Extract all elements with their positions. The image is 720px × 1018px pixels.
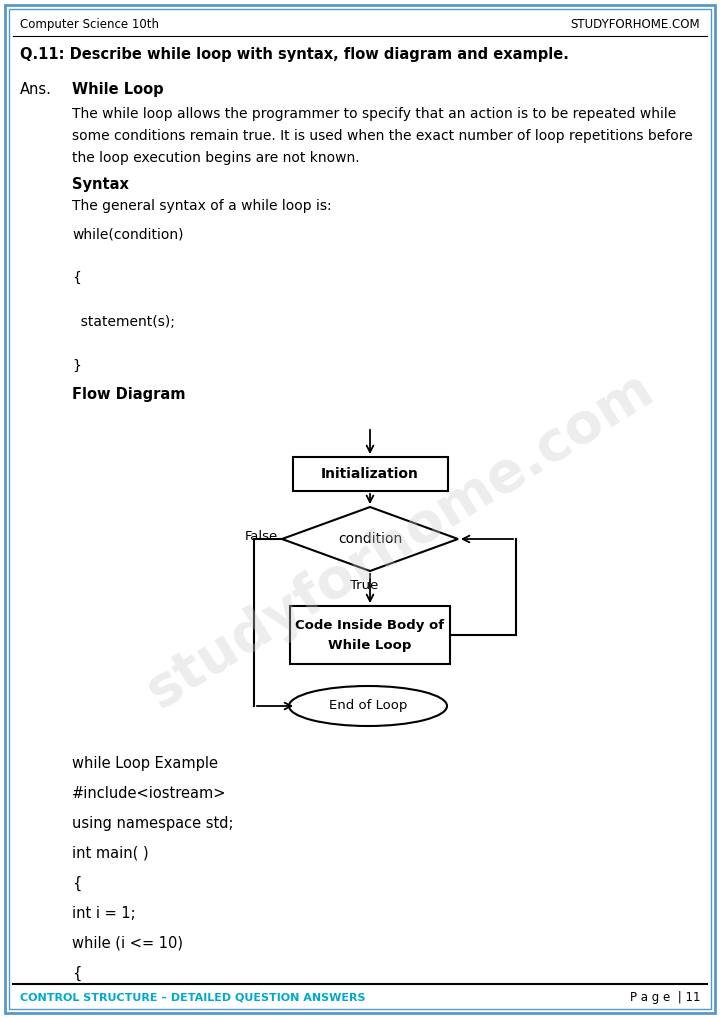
Ellipse shape <box>289 686 447 726</box>
Text: using namespace std;: using namespace std; <box>72 816 233 831</box>
Text: Q.11: Describe while loop with syntax, flow diagram and example.: Q.11: Describe while loop with syntax, f… <box>20 47 569 62</box>
Text: False: False <box>245 529 278 543</box>
Text: While Loop: While Loop <box>72 82 163 97</box>
Text: Flow Diagram: Flow Diagram <box>72 387 186 402</box>
Text: Code Inside Body of: Code Inside Body of <box>295 620 444 632</box>
Text: {: { <box>72 876 81 891</box>
Text: Initialization: Initialization <box>321 467 419 480</box>
Text: int main( ): int main( ) <box>72 846 148 861</box>
FancyBboxPatch shape <box>292 457 448 491</box>
Text: while (i <= 10): while (i <= 10) <box>72 936 183 951</box>
Text: while Loop Example: while Loop Example <box>72 756 218 771</box>
Text: the loop execution begins are not known.: the loop execution begins are not known. <box>72 151 359 165</box>
Text: }: } <box>72 359 81 373</box>
FancyBboxPatch shape <box>9 9 711 1009</box>
Polygon shape <box>282 507 458 571</box>
Text: studyforhome.com: studyforhome.com <box>137 361 663 719</box>
Text: {: { <box>72 271 81 285</box>
FancyBboxPatch shape <box>5 5 715 1013</box>
Text: The while loop allows the programmer to specify that an action is to be repeated: The while loop allows the programmer to … <box>72 107 676 121</box>
Text: The general syntax of a while loop is:: The general syntax of a while loop is: <box>72 199 332 213</box>
Text: P a g e  | 11: P a g e | 11 <box>629 992 700 1005</box>
Text: Syntax: Syntax <box>72 177 129 192</box>
Text: while(condition): while(condition) <box>72 227 184 241</box>
Text: some conditions remain true. It is used when the exact number of loop repetition: some conditions remain true. It is used … <box>72 129 693 143</box>
Text: End of Loop: End of Loop <box>329 699 408 713</box>
Text: {: { <box>72 966 81 981</box>
Text: condition: condition <box>338 532 402 546</box>
Text: While Loop: While Loop <box>328 638 412 652</box>
Text: Ans.: Ans. <box>20 82 52 97</box>
Text: #include<iostream>: #include<iostream> <box>72 786 227 801</box>
Text: int i = 1;: int i = 1; <box>72 906 135 921</box>
Text: Computer Science 10th: Computer Science 10th <box>20 17 159 31</box>
Text: True: True <box>350 579 379 592</box>
Text: STUDYFORHOME.COM: STUDYFORHOME.COM <box>570 17 700 31</box>
FancyBboxPatch shape <box>290 606 450 664</box>
Text: CONTROL STRUCTURE – DETAILED QUESTION ANSWERS: CONTROL STRUCTURE – DETAILED QUESTION AN… <box>20 993 366 1003</box>
Text: statement(s);: statement(s); <box>72 315 175 329</box>
